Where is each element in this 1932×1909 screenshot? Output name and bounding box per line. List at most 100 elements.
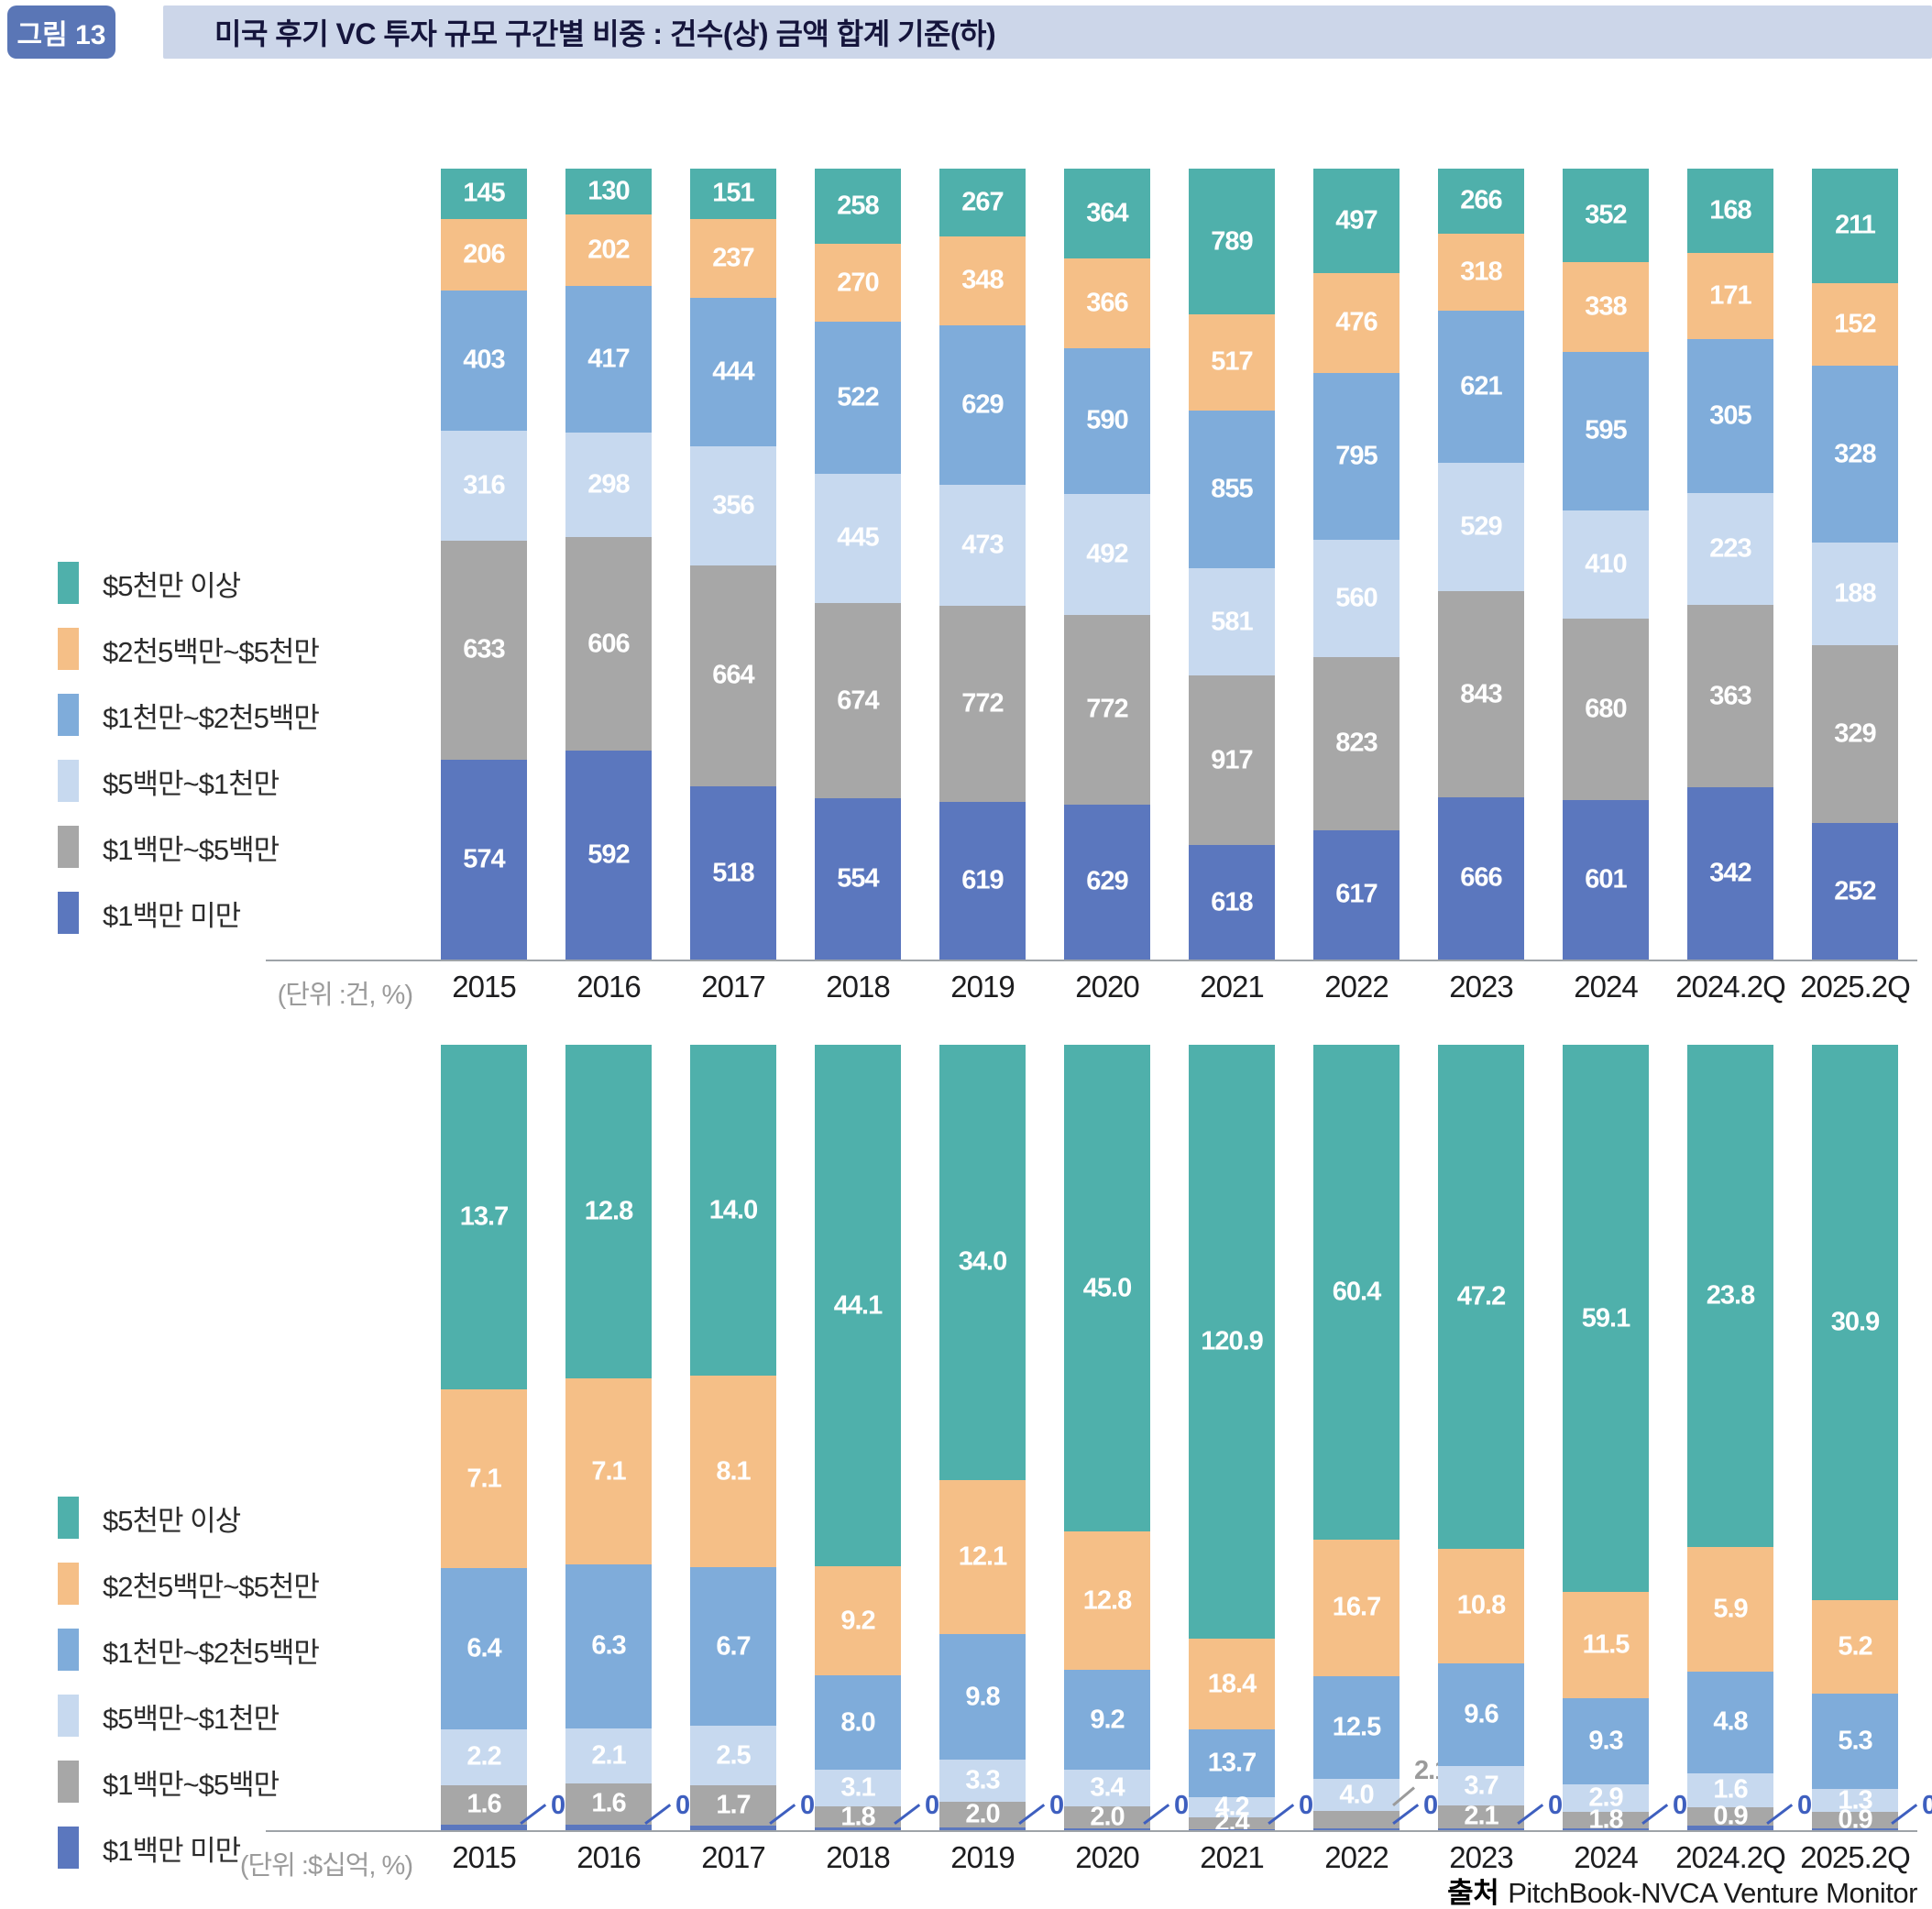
segment-5m-10m: 3.7 bbox=[1438, 1766, 1524, 1806]
segment-under-1m bbox=[1687, 1826, 1773, 1830]
segment-value: 34.0 bbox=[958, 1246, 1007, 1277]
bar-column-2015: 145 206 403 316 633 574 bbox=[441, 169, 527, 960]
segment-1m-5m: 823 bbox=[1313, 657, 1400, 830]
segment-5m-10m: 1.3 bbox=[1812, 1787, 1898, 1814]
segment-under-1m bbox=[815, 1827, 901, 1830]
segment-over-50m: 789 bbox=[1189, 169, 1275, 315]
segment-10m-25m: 13.7 bbox=[1189, 1729, 1275, 1797]
segment-5m-10m: 2.1 bbox=[565, 1728, 652, 1783]
segment-value: 601 bbox=[1585, 864, 1627, 894]
segment-value: 5.2 bbox=[1838, 1631, 1872, 1662]
segment-value: 206 bbox=[463, 239, 505, 269]
segment-10m-25m: 4.8 bbox=[1687, 1672, 1773, 1773]
segment-over-50m: 34.0 bbox=[939, 1045, 1026, 1480]
segment-value: 298 bbox=[587, 469, 630, 499]
segment-over-50m: 211 bbox=[1812, 169, 1898, 283]
segment-value: 59.1 bbox=[1581, 1303, 1630, 1333]
segment-under-1m: 574 bbox=[441, 760, 527, 960]
segment-5m-10m: 492 bbox=[1064, 493, 1150, 615]
segment-over-50m: 12.8 bbox=[565, 1045, 652, 1379]
segment-value: 267 bbox=[961, 187, 1004, 217]
segment-value: 666 bbox=[1460, 862, 1502, 893]
segment-value: 2.2 bbox=[467, 1741, 501, 1772]
segment-value: 305 bbox=[1709, 400, 1751, 431]
segment-value: 7.1 bbox=[467, 1464, 501, 1494]
segment-under-1m bbox=[690, 1825, 776, 1830]
segment-under-1m bbox=[565, 1825, 652, 1830]
segment-value: 574 bbox=[463, 844, 505, 874]
segment-1m-5m: 917 bbox=[1189, 675, 1275, 846]
legend-swatch bbox=[58, 1563, 79, 1605]
segment-under-1m bbox=[1563, 1827, 1649, 1830]
segment-value: 0.9 bbox=[1713, 1801, 1748, 1831]
segment-5m-10m: 3.4 bbox=[1064, 1769, 1150, 1806]
segment-1m-5m: 606 bbox=[565, 537, 652, 752]
segment-5m-10m: 410 bbox=[1563, 510, 1649, 620]
segment-5m-10m: 473 bbox=[939, 485, 1026, 606]
segment-value: 403 bbox=[463, 345, 505, 375]
segment-1m-5m: 1.8 bbox=[815, 1804, 901, 1830]
segment-value: 13.7 bbox=[1207, 1748, 1257, 1778]
segment-value: 318 bbox=[1460, 257, 1502, 287]
count-chart-year-axis: 2015 2016 2017 2018 2019 2020 2021 2022 2023 2024… bbox=[422, 970, 1917, 1008]
legend-item-over-50m: $5천만 이상 bbox=[58, 562, 415, 604]
segment-value: 633 bbox=[463, 634, 505, 664]
segment-under-1m: 601 bbox=[1563, 799, 1649, 960]
segment-value: 492 bbox=[1086, 539, 1128, 569]
axis-year-label: 2024.2Q bbox=[1675, 1840, 1786, 1874]
segment-1m-5m: 843 bbox=[1438, 591, 1524, 797]
segment-1m-5m: 363 bbox=[1687, 604, 1773, 788]
legend-item-25m-50m: $2천5백만~$5천만 bbox=[58, 628, 415, 670]
axis-year-label: 2017 bbox=[701, 1840, 765, 1874]
legend-swatch bbox=[58, 1761, 79, 1803]
segment-under-1m bbox=[939, 1827, 1026, 1830]
axis-year-label: 2024 bbox=[1574, 1840, 1638, 1874]
segment-under-1m: 618 bbox=[1189, 845, 1275, 960]
segment-under-1m bbox=[1438, 1827, 1524, 1830]
segment-over-50m: 59.1 bbox=[1563, 1045, 1649, 1593]
bar-column-2016: 12.87.16.32.11.60.2 bbox=[565, 1045, 710, 1830]
segment-1m-5m: 1.7 bbox=[690, 1784, 776, 1826]
segment-10m-25m: 9.2 bbox=[1064, 1670, 1150, 1770]
segment-value: 366 bbox=[1086, 288, 1128, 318]
legend-label: $5백만~$1천만 bbox=[103, 1702, 280, 1735]
segment-under-1m: 342 bbox=[1687, 787, 1773, 960]
segment-value: 9.2 bbox=[840, 1606, 875, 1636]
segment-value: 14.0 bbox=[708, 1195, 758, 1225]
segment-value: 3.7 bbox=[1464, 1771, 1498, 1801]
segment-10m-25m: 305 bbox=[1687, 339, 1773, 493]
segment-value: 47.2 bbox=[1456, 1281, 1506, 1311]
legend-swatch bbox=[58, 1827, 79, 1869]
segment-over-50m: 30.9 bbox=[1812, 1045, 1898, 1600]
segment-value: 674 bbox=[837, 686, 879, 716]
segment-5m-10m: 188 bbox=[1812, 543, 1898, 645]
legend-label: $1백만 미만 bbox=[103, 1834, 241, 1867]
segment-10m-25m: 444 bbox=[690, 298, 776, 446]
segment-value: 772 bbox=[961, 688, 1004, 719]
segment-value: 9.2 bbox=[1090, 1705, 1125, 1735]
segment-value: 16.7 bbox=[1332, 1592, 1381, 1622]
segment-10m-25m: 621 bbox=[1438, 311, 1524, 463]
segment-1m-5m: 664 bbox=[690, 565, 776, 787]
axis-year-label: 2023 bbox=[1449, 1840, 1513, 1874]
amount-chart-axis-line bbox=[266, 1830, 1917, 1832]
segment-value: 6.4 bbox=[467, 1633, 501, 1663]
count-chart-unit-label: (단위 :건, %) bbox=[277, 981, 413, 1010]
source-prefix: 출처 bbox=[1447, 1877, 1499, 1909]
count-chart-plot: 145 206 403 316 633 574 130 202 417 298 606 592 151 2… bbox=[422, 169, 1917, 960]
segment-10m-25m: 6.7 bbox=[690, 1567, 776, 1727]
segment-value: 2.1 bbox=[591, 1740, 626, 1771]
segment-25m-50m: 5.2 bbox=[1812, 1599, 1898, 1694]
segment-25m-50m: 348 bbox=[939, 236, 1026, 325]
legend-swatch bbox=[58, 562, 79, 604]
segment-10m-25m: 9.6 bbox=[1438, 1663, 1524, 1767]
segment-value: 621 bbox=[1460, 371, 1502, 401]
segment-5m-10m: 356 bbox=[690, 445, 776, 565]
segment-value: 60.4 bbox=[1332, 1277, 1381, 1307]
segment-25m-50m: 338 bbox=[1563, 262, 1649, 353]
segment-1m-5m: 1.8 bbox=[1563, 1806, 1649, 1833]
segment-value: 554 bbox=[837, 863, 879, 894]
segment-over-50m: 258 bbox=[815, 169, 901, 244]
segment-1m-5m: 680 bbox=[1563, 619, 1649, 800]
segment-1m-5m: 1.6 bbox=[441, 1784, 527, 1826]
